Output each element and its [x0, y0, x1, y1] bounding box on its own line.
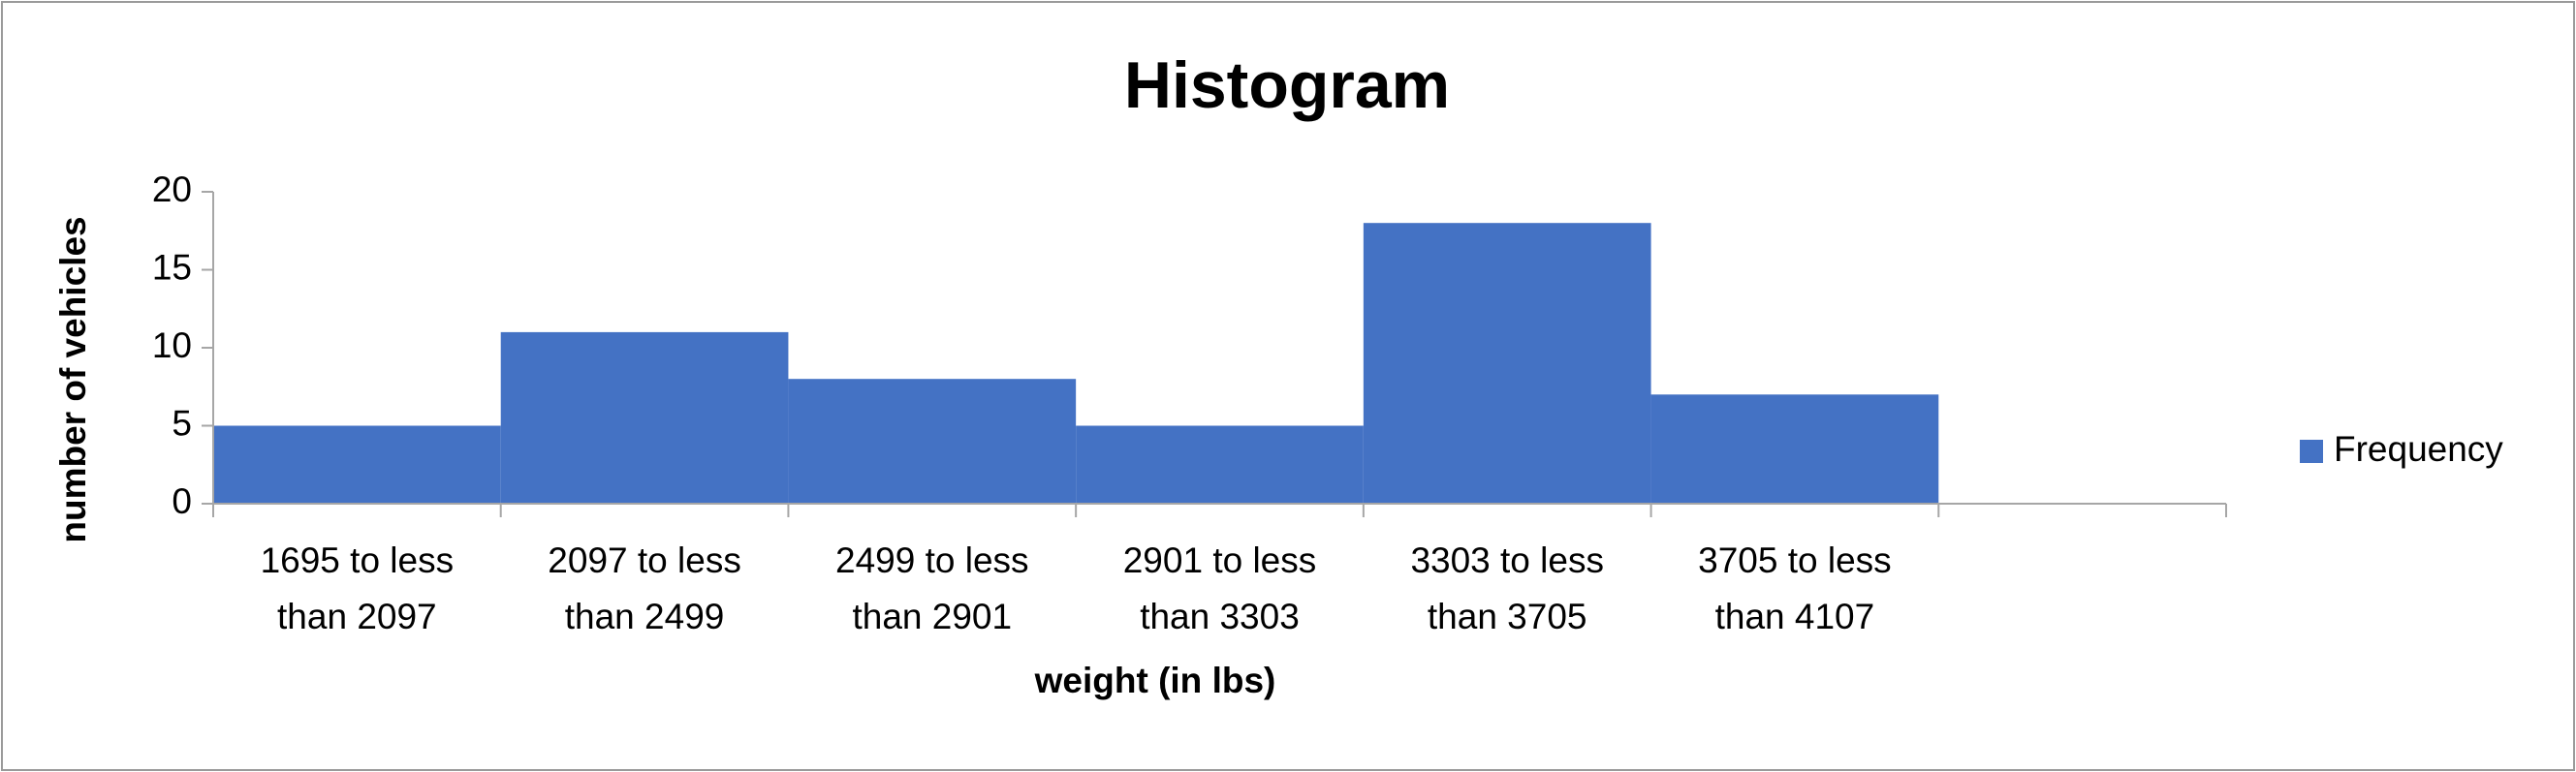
bar [500, 331, 789, 504]
x-tick-label: 3303 to less than 3705 [1410, 540, 1604, 636]
bar [1076, 425, 1364, 504]
x-tick-label: 2097 to less than 2499 [548, 540, 741, 636]
legend-label: Frequency [2334, 429, 2503, 469]
x-tick-label: 2499 to less than 2901 [835, 540, 1029, 636]
y-tick-label: 0 [172, 481, 192, 521]
y-tick-label: 20 [152, 170, 192, 209]
bar [1650, 394, 1939, 504]
bar [213, 425, 501, 504]
legend-swatch [2300, 440, 2323, 463]
x-tick-label: 2901 to less than 3303 [1122, 540, 1317, 636]
y-tick-label: 5 [172, 403, 192, 443]
y-tick-label: 15 [152, 247, 192, 287]
bar [788, 379, 1077, 504]
y-axis-title: number of vehicles [53, 216, 93, 542]
y-tick-label: 10 [152, 325, 192, 365]
x-axis-title: weight (in lbs) [1034, 661, 1276, 700]
chart-title: Histogram [1124, 48, 1450, 122]
bar [1363, 223, 1651, 504]
x-tick-label: 1695 to less than 2097 [260, 540, 455, 636]
x-tick-label: 3705 to less than 4107 [1698, 540, 1892, 636]
